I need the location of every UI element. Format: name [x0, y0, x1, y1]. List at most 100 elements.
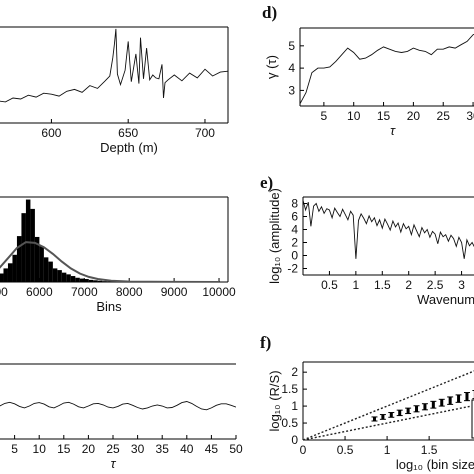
x-tick-label: 600: [41, 126, 61, 140]
x-tick-label: 3: [458, 278, 465, 292]
x-tick-label: 15: [377, 109, 391, 123]
fit-curve: [0, 241, 220, 282]
histogram-bar: [16, 236, 22, 282]
y-tick-label: 6: [291, 210, 298, 224]
panel-3: 5 10 15 20 25 30 3 4 5 τ γ (τ) d): [262, 3, 474, 138]
x-tick-label: 5: [11, 442, 18, 456]
y-tick-label: 2: [291, 236, 298, 250]
x-axis-label: Bins: [96, 299, 122, 314]
x-tick-label: 1.5: [421, 443, 438, 457]
panel-label: d): [262, 3, 277, 22]
x-tick-label: 0: [300, 443, 307, 457]
x-axis-label: τ: [111, 456, 117, 471]
x-axis-label: Wavenumber: [417, 292, 474, 307]
y-tick-label: 0: [291, 249, 298, 263]
histogram-bar: [75, 277, 80, 282]
histogram-bar: [70, 276, 76, 282]
y-tick-label: 5: [288, 39, 295, 53]
histogram-bar: [88, 279, 94, 282]
x-tick-label: 2.5: [427, 278, 444, 292]
y-tick-label: 4: [288, 61, 295, 75]
x-tick-label: 30: [466, 109, 474, 123]
x-axis-label: τ: [390, 123, 396, 138]
x-tick-label: 5: [321, 109, 328, 123]
x-tick-label: 700: [195, 126, 215, 140]
x-tick-label: 0.5: [321, 278, 338, 292]
panel-4: 0.511.522.533-202468Wavenumberlog₁₀ (amp…: [260, 173, 474, 307]
histogram-bar: [84, 279, 89, 282]
y-tick-label: 3: [288, 83, 295, 97]
plot-area: [0, 28, 228, 103]
histogram-bar: [106, 281, 112, 282]
histogram-bar: [52, 268, 58, 282]
histogram-bar: [79, 278, 85, 282]
x-tick-label: 30: [131, 442, 145, 456]
plot-area: [303, 200, 474, 259]
x-tick-label: 8000: [116, 285, 143, 299]
x-tick-label: 10: [33, 442, 47, 456]
x-tick-label: 10000: [202, 285, 236, 299]
histogram-bar: [102, 281, 107, 282]
histogram-bar: [93, 280, 98, 282]
x-tick-label: 1: [353, 278, 360, 292]
histogram-bar: [61, 272, 67, 282]
y-tick-label: 2: [291, 365, 298, 379]
x-axis-label: log₁₀ (bin size: [396, 457, 474, 472]
panel-2: 05101520253035404550τ: [0, 363, 243, 471]
histogram-bar: [34, 236, 40, 282]
x-tick-label: 20: [407, 109, 421, 123]
x-tick-label: 40: [180, 442, 194, 456]
x-tick-label: 650: [118, 126, 138, 140]
y-tick-label: 0: [291, 433, 298, 447]
plot-area: [0, 199, 220, 282]
histogram-bar: [21, 213, 26, 282]
histogram-bar: [39, 246, 44, 282]
x-tick-label: 2: [405, 278, 412, 292]
legend-box: [471, 399, 474, 439]
reference-line: [303, 370, 474, 440]
y-tick-label: -2: [287, 262, 298, 276]
plot-area: [300, 33, 474, 105]
x-tick-label: 50: [229, 442, 243, 456]
y-tick-label: 0.5: [281, 416, 298, 430]
x-tick-label: 6000: [26, 285, 53, 299]
histogram-bar: [97, 280, 103, 282]
series-line: [0, 401, 236, 411]
x-tick-label: 35: [156, 442, 170, 456]
x-tick-label: 25: [106, 442, 120, 456]
x-axis-label: Depth (m): [100, 140, 158, 155]
histogram-bar: [48, 261, 53, 282]
y-tick-label: 1.5: [281, 382, 298, 396]
y-axis-label: γ (τ): [264, 55, 279, 79]
histogram-bar: [3, 268, 8, 282]
histogram-bar: [30, 208, 35, 282]
x-tick-label: 5000: [0, 285, 8, 299]
histogram-bar: [7, 263, 13, 282]
y-axis-label: log₁₀ (R/S): [267, 370, 282, 431]
x-tick-label: 45: [205, 442, 219, 456]
panel-label: e): [260, 173, 273, 192]
plot-area: [0, 401, 236, 411]
series-line: [300, 33, 474, 105]
histogram-bar: [0, 273, 4, 282]
histogram-bar: [66, 274, 71, 282]
histogram-bar: [43, 257, 49, 282]
x-tick-label: 0.5: [337, 443, 354, 457]
x-tick-label: 20: [82, 442, 96, 456]
x-tick-label: 1.5: [374, 278, 391, 292]
histogram-bar: [57, 270, 62, 282]
panel-label: f): [260, 333, 271, 352]
y-tick-label: 8: [291, 197, 298, 211]
x-tick-label: 10: [347, 109, 361, 123]
y-tick-label: 1: [291, 399, 298, 413]
x-tick-label: 25: [437, 109, 451, 123]
x-tick-label: 9000: [161, 285, 188, 299]
reference-line: [303, 404, 474, 440]
panel-0: 600 650 700 Depth (m): [0, 26, 229, 155]
y-axis-label: log₁₀ (amplitude): [267, 188, 282, 284]
x-tick-label: 15: [57, 442, 71, 456]
series-line: [303, 200, 474, 259]
panel-1: 5000 6000 7000 8000 9000 10000 Bins: [0, 196, 236, 314]
